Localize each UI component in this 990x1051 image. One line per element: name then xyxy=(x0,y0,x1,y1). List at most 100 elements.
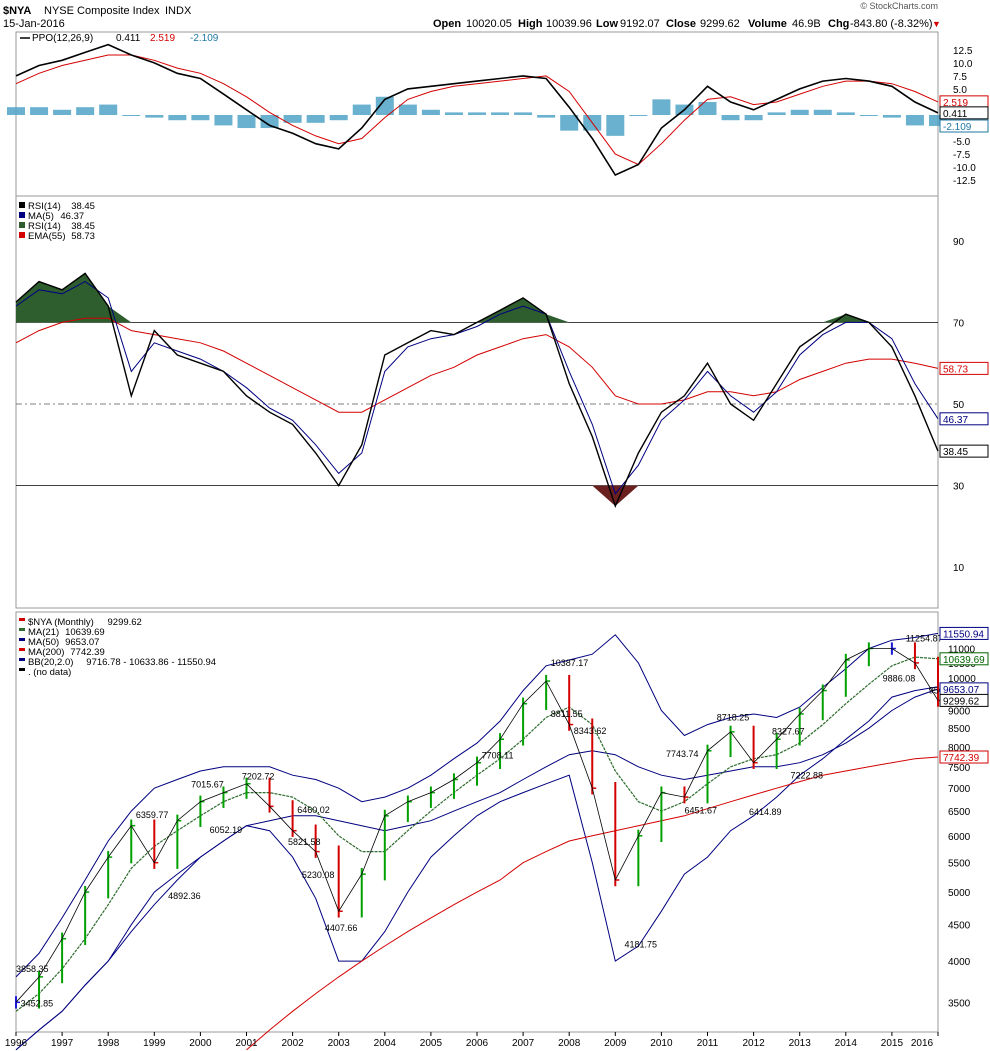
x-tick-label: 2008 xyxy=(558,1038,581,1049)
rsi-legend-swatch xyxy=(19,232,25,238)
price-tick-label: 6500 xyxy=(948,807,971,818)
price-annotation: 9886.08 xyxy=(883,673,916,683)
price-legend-value: 9716.78 - 10633.86 - 11550.94 xyxy=(86,657,216,668)
x-tick-label: 1997 xyxy=(51,1038,74,1049)
ppo-histogram-bar xyxy=(767,112,786,115)
price-value-flag-box xyxy=(939,626,989,640)
price-tick-label: 10000 xyxy=(948,674,976,685)
price-tick-label: 7000 xyxy=(948,784,971,795)
price-legend-value: 9653.07 xyxy=(65,637,99,648)
price-legend-label: MA(50) xyxy=(28,637,59,648)
price-legend-swatch xyxy=(19,668,25,671)
high-label: High xyxy=(518,18,543,30)
ppo-histogram-bar xyxy=(122,115,141,116)
rsi-line xyxy=(15,272,939,508)
price-tick-label: 8500 xyxy=(948,724,971,735)
price-legend-label: MA(21) xyxy=(28,627,59,638)
rsi-value-flag-box xyxy=(939,444,989,458)
price-annotation: 4892.36 xyxy=(168,891,201,901)
rsi-legend-value: 58.73 xyxy=(71,231,95,242)
x-axis: 1996 1997 1998 1999 2000 2001 2002 2003 2004 2005… xyxy=(5,1032,939,1049)
ppo-histogram-bar xyxy=(836,112,855,115)
chg-value: -843.80 (-8.32%) xyxy=(850,18,933,30)
rsi-legend-swatch xyxy=(19,222,25,228)
ppo-histogram-bar xyxy=(929,115,947,126)
ppo-histogram-bar xyxy=(329,115,348,121)
price-annotation: 7708.11 xyxy=(482,750,514,760)
price-legend-label: . (no data) xyxy=(28,667,71,678)
rsi-legend-label: RSI(14) xyxy=(28,201,61,212)
ppo-value-flag: 2.519 xyxy=(943,98,968,109)
x-tick-label: 2009 xyxy=(604,1038,627,1049)
rsi-tick-label: 70 xyxy=(953,318,965,329)
x-tick-label: 2005 xyxy=(420,1038,443,1049)
ppo-histogram-bar xyxy=(606,115,625,136)
rsi-tick-label: 90 xyxy=(953,237,965,248)
date-label: 15-Jan-2016 xyxy=(3,18,65,30)
ppo-histogram-bar xyxy=(560,115,579,131)
ppo-histogram-bar xyxy=(882,115,901,118)
price-tick-label: 4000 xyxy=(948,957,971,968)
symbol: $NYA xyxy=(3,5,31,17)
close-value: 9299.62 xyxy=(700,18,740,30)
price-value-flag: 7742.39 xyxy=(943,753,980,764)
x-tick-label: 2010 xyxy=(650,1038,673,1049)
price-annotation: 5821.58 xyxy=(288,837,321,847)
price-annotation: 7202.72 xyxy=(242,771,275,781)
ppo-value-flag: -2.109 xyxy=(943,122,972,133)
ppo-tick-label: -7.5 xyxy=(953,150,971,161)
ppo-tick-label: 12.5 xyxy=(953,46,973,57)
ppo-histogram-bar xyxy=(76,107,95,115)
rsi-legend-label: MA(5) xyxy=(28,211,54,222)
price-annotation: 6460.02 xyxy=(297,805,330,815)
price-value-flag-box xyxy=(939,750,989,764)
price-annotation: 6451.67 xyxy=(684,805,717,815)
price-close-line xyxy=(15,648,939,1003)
price-legend-swatch xyxy=(19,648,25,651)
ppo-signal-line xyxy=(15,54,939,166)
price-tick-label: 4500 xyxy=(948,921,971,932)
price-annotation: 5230.08 xyxy=(302,870,335,880)
x-tick-label: 2011 xyxy=(697,1038,719,1049)
price-value-flag: 9299.62 xyxy=(943,696,980,707)
price-legend-value: 7742.39 xyxy=(70,647,104,658)
rsi-tick-label: 30 xyxy=(953,482,965,493)
ppo-histogram-bar xyxy=(145,115,164,118)
rsi-value-flag: 38.45 xyxy=(943,447,968,458)
ppo-histogram-bar xyxy=(260,115,279,129)
ma50-line xyxy=(15,688,939,1051)
price-panel: 1100010500100009500900085008000750070006… xyxy=(15,617,989,1051)
x-tick-label: 1998 xyxy=(97,1038,120,1049)
low-label: Low xyxy=(596,18,618,30)
x-tick-label: 2014 xyxy=(835,1038,858,1049)
ppo-histogram-bar xyxy=(53,109,72,115)
x-tick-label: 2004 xyxy=(374,1038,397,1049)
ppo-value-flag-box xyxy=(939,119,989,133)
rsi-legend-value: 38.45 xyxy=(71,201,95,212)
price-legend-swatch xyxy=(19,638,25,641)
high-value: 10039.96 xyxy=(546,18,592,30)
ppo-histogram-bar xyxy=(421,109,440,115)
price-annotation: 6414.89 xyxy=(749,807,782,817)
open-value: 10020.05 xyxy=(466,18,512,30)
ppo-histogram-bar xyxy=(905,115,924,126)
open-label: Open xyxy=(433,18,461,30)
price-annotation: 6359.77 xyxy=(136,810,169,820)
price-tick-label: 11000 xyxy=(948,645,976,656)
price-annotation: 10387.17 xyxy=(551,658,589,668)
price-tick-label: 7500 xyxy=(948,763,971,774)
rsi-legend-value: 38.45 xyxy=(71,221,95,232)
volume-label: Volume xyxy=(748,18,787,30)
rsi-legend-swatch xyxy=(19,202,25,208)
x-tick-label: 2006 xyxy=(466,1038,489,1049)
price-tick-label: 6000 xyxy=(948,832,971,843)
x-tick-label: 2015 xyxy=(881,1038,904,1049)
price-legend-swatch xyxy=(19,658,25,661)
x-tick-label: 1996 xyxy=(5,1038,28,1049)
quote-bar: Open 10020.05 High 10039.96 Low 9192.07 … xyxy=(433,18,941,30)
price-value-flag-box xyxy=(939,652,989,666)
ppo-histogram-bar xyxy=(444,112,463,115)
bollinger-upper-line xyxy=(15,632,939,978)
ppo-histogram-bar xyxy=(352,104,371,115)
price-legend-label: BB(20,2.0) xyxy=(28,657,73,668)
